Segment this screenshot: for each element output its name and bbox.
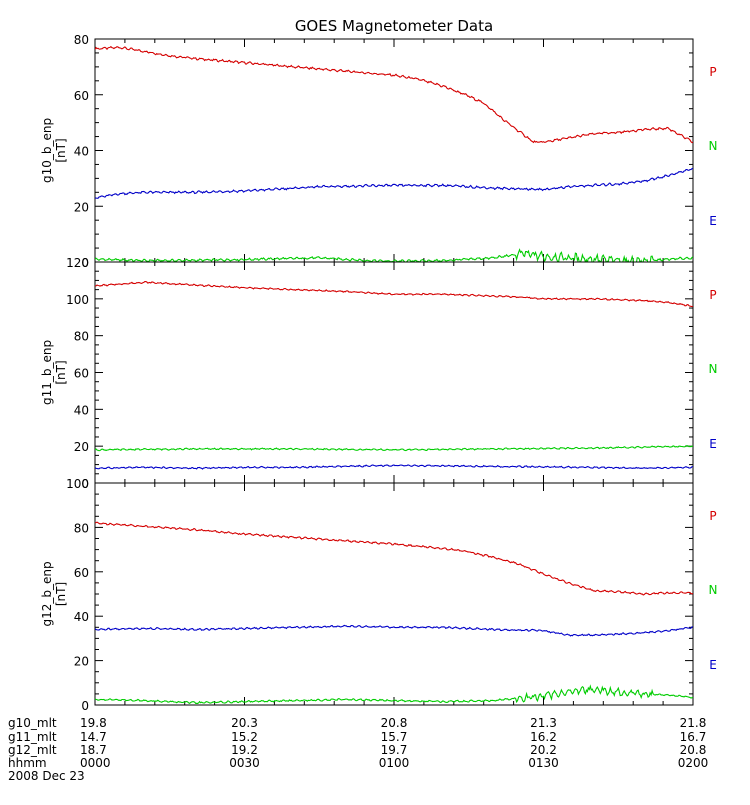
panel-frame [94,38,694,263]
x-tick-label: 21.8 [680,716,707,730]
y-axis-label: g10_b_enp [40,118,54,183]
x-tick-label: 15.2 [231,730,258,744]
legend-entry-P: P [709,288,716,302]
y-tick-label: 20 [74,200,89,214]
legend-entry-E: E [709,214,717,228]
x-tick-label: 19.8 [80,716,107,730]
legend-entry-E: E [709,437,717,451]
y-tick-label: 0 [81,477,89,491]
x-tick-label: 21.3 [530,716,557,730]
chart-title: GOES Magnetometer Data [295,17,493,35]
legend-entry-P: P [709,65,716,79]
x-tick-label: 20.3 [231,716,258,730]
x-tick-label: 18.7 [80,743,107,757]
x-tick-label: 20.8 [381,716,408,730]
y-tick-label: 100 [66,477,89,491]
legend-entry-E: E [709,658,717,672]
panel-3: 0 20 40 60 80 100 g12_b_enp [nT] P N E [40,477,717,713]
y-tick-label: 40 [74,403,89,417]
y-tick-label: 0 [81,256,89,270]
x-tick-label: 0130 [528,756,559,770]
series-line-P [95,45,693,144]
series-line-N [95,248,693,262]
series-line-N [95,445,693,452]
x-axis-row-label: hhmm [8,756,47,770]
y-tick-label: 0 [81,699,89,713]
series-line-N [95,684,693,705]
y-tick-label: 80 [74,330,89,344]
x-tick-label: 0200 [678,756,709,770]
x-tick-label: 0100 [379,756,410,770]
x-tick-label: 0000 [80,756,111,770]
y-tick-label: 60 [74,566,89,580]
y-axis-unit: [nT] [54,360,68,384]
x-tick-label: 14.7 [80,730,107,744]
y-tick-label: 20 [74,440,89,454]
y-tick-label: 40 [74,145,89,159]
date-label: 2008 Dec 23 [8,769,85,783]
x-tick-label: 20.2 [530,743,557,757]
y-axis-unit: [nT] [54,582,68,606]
y-axis-label: g12_b_enp [40,561,54,626]
y-tick-label: 120 [66,256,89,270]
legend-entry-N: N [709,362,718,376]
y-tick-label: 100 [66,293,89,307]
y-tick-label: 80 [74,33,89,47]
y-tick-label: 20 [74,655,89,669]
x-tick-label: 19.2 [231,743,258,757]
series-line-E [95,167,693,199]
x-tick-label: 15.7 [381,730,408,744]
x-tick-label: 20.8 [680,743,707,757]
series-line-P [95,281,693,308]
x-tick-label: 16.2 [530,730,557,744]
y-axis-label: g11_b_enp [40,340,54,405]
series-line-E [95,624,693,637]
x-axis-row-label: g11_mlt [8,730,57,744]
panel-frame [94,482,694,706]
y-tick-label: 60 [74,367,89,381]
panel-2: 0 20 40 60 80 100 120 g11_b_enp [nT] P N E [40,256,717,491]
x-axis-table: g10_mlt 19.8 20.3 20.8 21.3 21.8 g11_mlt 14.7 15… [8,716,708,783]
y-tick-label: 60 [74,89,89,103]
y-tick-label: 40 [74,610,89,624]
legend-entry-N: N [709,139,718,153]
y-tick-label: 80 [74,521,89,535]
x-tick-label: 16.7 [680,730,707,744]
x-axis-row-label: g10_mlt [8,716,57,730]
legend-entry-P: P [709,509,716,523]
series-line-E [95,464,693,470]
y-axis-unit: [nT] [54,138,68,162]
legend-entry-N: N [709,583,718,597]
panel-1: 0 20 40 60 80 g10_b_enp [nT] P N E [40,33,717,270]
x-axis-row-label: g12_mlt [8,743,57,757]
series-line-P [95,521,693,596]
x-tick-label: 0030 [229,756,260,770]
x-tick-label: 19.7 [381,743,408,757]
